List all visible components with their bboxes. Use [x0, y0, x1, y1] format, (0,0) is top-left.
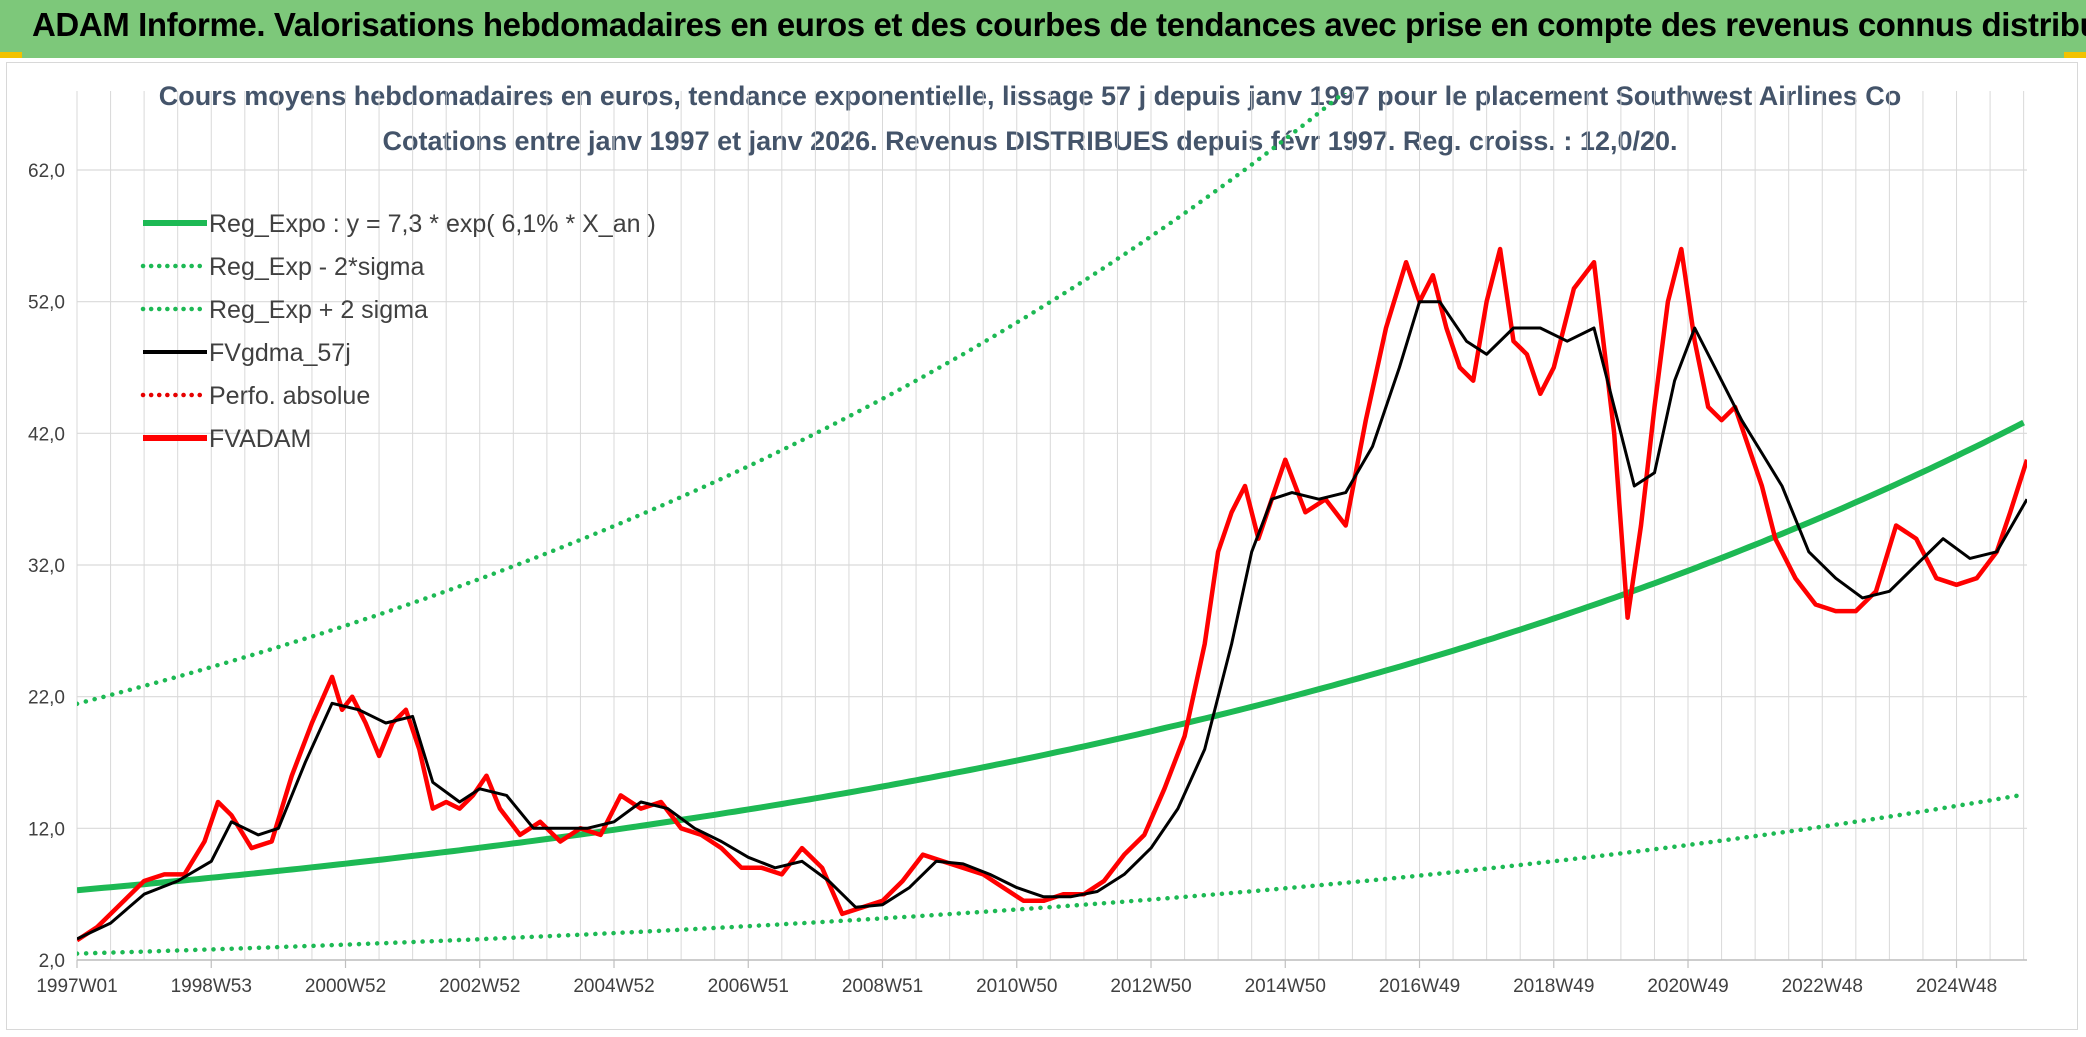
y-tick-label: 12,0 — [28, 819, 65, 840]
y-tick-label: 52,0 — [28, 293, 65, 314]
x-tick-label: 2010W50 — [976, 976, 1057, 997]
legend-label: FVADAM — [209, 425, 311, 453]
y-tick-label: 62,0 — [28, 161, 65, 182]
legend-label: Reg_Exp - 2*sigma — [209, 253, 424, 281]
x-tick-label: 2018W49 — [1513, 976, 1594, 997]
fvadam-line — [77, 246, 2027, 943]
x-tick-label: 2004W52 — [573, 976, 654, 997]
legend-label: FVgdma_57j — [209, 339, 351, 367]
legend-label: Reg_Exp + 2 sigma — [209, 296, 428, 324]
x-tick-label: 2006W51 — [708, 976, 789, 997]
x-axis: 1997W01 1998W53 2000W52 2002W52 2004W52 2006W… — [36, 959, 2027, 997]
y-tick-label: 2,0 — [39, 951, 65, 972]
line-chart: Cours moyens hebdomadaires en euros, ten… — [28, 81, 2027, 997]
chart-frame: Cours moyens hebdomadaires en euros, ten… — [6, 62, 2078, 1030]
x-tick-label: 2012W50 — [1110, 976, 1191, 997]
fvgdma-57j-line — [77, 300, 2027, 941]
x-tick-label: 1998W53 — [171, 976, 252, 997]
x-tick-label: 2008W51 — [842, 976, 923, 997]
report-title: ADAM Informe. Valorisations hebdomadaire… — [32, 6, 2086, 43]
x-tick-label: 2024W48 — [1916, 976, 1997, 997]
reg-expo-line — [77, 419, 2025, 894]
x-tick-label: 2022W48 — [1782, 976, 1863, 997]
reg-exp-plus-2-sigma-line — [77, 93, 1348, 707]
x-tick-label: 2014W50 — [1245, 976, 1326, 997]
grid — [76, 91, 2027, 961]
x-tick-label: 1997W01 — [36, 976, 117, 997]
banner-corner-left — [0, 52, 22, 58]
reg-exp-minus-2-sigma-line — [77, 792, 2026, 956]
banner-corner-right — [2064, 52, 2086, 58]
legend-label: Perfo. absolue — [209, 382, 370, 410]
y-tick-label: 32,0 — [28, 556, 65, 577]
y-tick-label: 22,0 — [28, 688, 65, 709]
x-tick-label: 2020W49 — [1647, 976, 1728, 997]
legend-label: Reg_Expo : y = 7,3 * exp( 6,1% * X_an ) — [209, 210, 656, 238]
header-banner: ADAM Informe. Valorisations hebdomadaire… — [0, 0, 2086, 58]
chart-title: Cours moyens hebdomadaires en euros, ten… — [159, 81, 1902, 111]
legend: Reg_Expo : y = 7,3 * exp( 6,1% * X_an ) R… — [140, 210, 656, 453]
plot-series — [77, 93, 2027, 956]
y-tick-label: 42,0 — [28, 424, 65, 445]
x-tick-label: 2000W52 — [305, 976, 386, 997]
plot-area — [77, 93, 2027, 956]
y-axis: 2,0 12,0 22,0 32,0 42,0 52,0 62,0 — [28, 161, 65, 972]
x-tick-label: 2016W49 — [1379, 976, 1460, 997]
chart-subtitle: Cotations entre janv 1997 et janv 2026. … — [382, 126, 1677, 156]
x-tick-label: 2002W52 — [439, 976, 520, 997]
